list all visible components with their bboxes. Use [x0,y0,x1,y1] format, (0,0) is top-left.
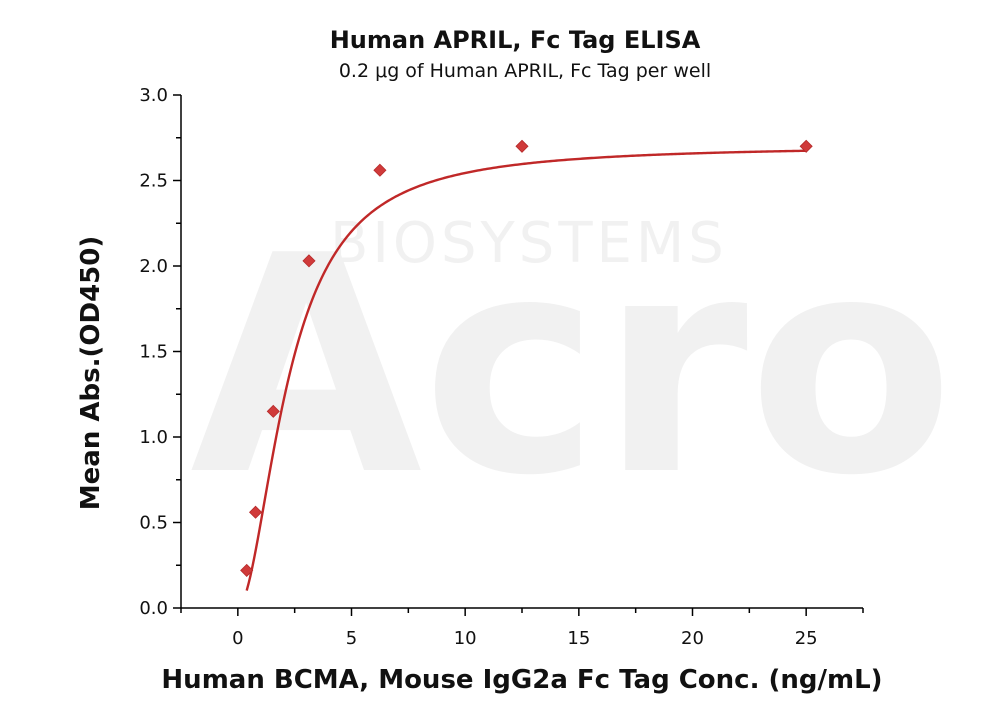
data-point [302,254,316,268]
x-tick-label: 15 [567,628,590,649]
fit-curve-layer [245,149,807,591]
data-point [240,563,254,577]
data-point [373,163,387,177]
chart-subtitle: 0.2 μg of Human APRIL, Fc Tag per well [339,60,711,82]
x-tick-label: 10 [454,628,477,649]
y-tick-label: 1.0 [139,427,168,448]
y-tick-label: 2.5 [139,171,168,192]
x-axis-label: Human BCMA, Mouse IgG2a Fc Tag Conc. (ng… [161,665,882,695]
axis-ticks: 0 5 10 15 20 25 0.0 0.5 1.0 1.5 2.0 2.5 3.0 [139,85,864,649]
watermark: Acro BIOSYSTEMS [190,192,954,541]
data-point [799,139,813,153]
y-tick-label: 3.0 [139,85,168,106]
x-tick-label: 0 [232,628,243,649]
y-axis-label: Mean Abs.(OD450) [76,236,106,510]
data-points [240,139,813,577]
watermark-brand: Acro [190,192,954,541]
data-point [266,404,280,418]
x-tick-label: 5 [346,628,357,649]
y-tick-label: 0.5 [139,513,168,534]
watermark-sub: BIOSYSTEMS [330,211,728,276]
data-point [515,139,529,153]
chart-title: Human APRIL, Fc Tag ELISA [330,26,701,54]
data-point [248,505,263,519]
x-tick-label: 20 [681,628,704,649]
y-tick-label: 0.0 [139,598,168,619]
fit-curve [245,149,807,591]
x-tick-label: 25 [795,628,818,649]
y-tick-label: 1.5 [139,342,168,363]
y-tick-label: 2.0 [139,256,168,277]
